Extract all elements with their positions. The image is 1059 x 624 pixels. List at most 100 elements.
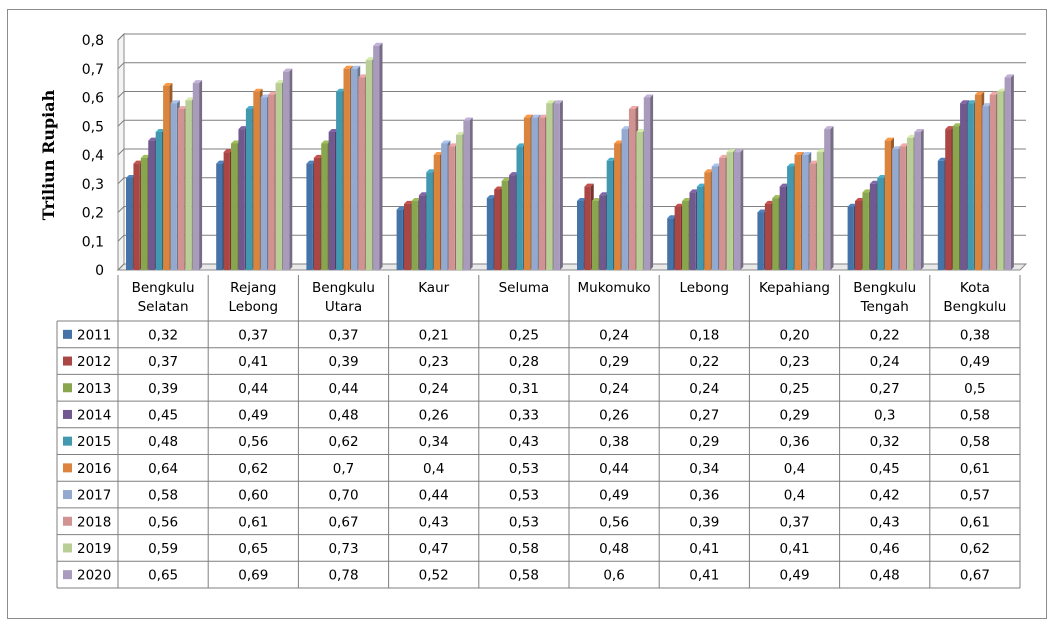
table-cell: 0,65 — [238, 541, 268, 557]
table-cell: 0,29 — [779, 407, 809, 423]
bar — [824, 126, 834, 270]
bar-face — [824, 129, 831, 270]
bar — [192, 80, 203, 270]
category-label: Kaur — [418, 280, 449, 296]
bar-top — [952, 123, 962, 127]
table-cell: 0,26 — [599, 407, 629, 423]
table-cell: 0,37 — [148, 354, 178, 370]
table-cell: 0,37 — [779, 514, 809, 530]
bar-top — [945, 126, 955, 130]
bar — [282, 68, 293, 270]
bar-top — [847, 203, 857, 207]
table-cell: 0,48 — [328, 407, 358, 423]
table-cell: 0,24 — [689, 381, 719, 397]
bar-face — [260, 97, 268, 270]
table-cell: 0,36 — [779, 434, 809, 450]
bar-top — [787, 163, 797, 167]
bar-top — [155, 129, 165, 132]
y-tick-label: 0,1 — [82, 234, 104, 250]
bar-top — [899, 143, 909, 147]
bar-top — [577, 198, 587, 201]
bar-face — [794, 155, 801, 270]
bar-top — [441, 140, 451, 144]
legend-swatch — [63, 516, 72, 526]
bar-face — [667, 218, 674, 270]
table-cell: 0,27 — [870, 381, 900, 397]
bar-face — [674, 206, 681, 270]
bar-face — [133, 163, 140, 270]
category-label: Selatan — [138, 299, 189, 315]
bar-top — [764, 200, 775, 204]
bar-face — [801, 155, 809, 270]
bar-face — [757, 212, 764, 270]
table-cell: 0,56 — [238, 434, 268, 450]
bar-face — [614, 143, 621, 270]
bar-top — [501, 177, 511, 181]
table-cell: 0,34 — [419, 434, 449, 450]
bar-top — [621, 126, 631, 130]
bar-top — [906, 134, 917, 138]
bar-top — [231, 140, 241, 144]
bar-top — [260, 94, 271, 98]
bar-top — [148, 137, 158, 141]
y-tick-label: 0,7 — [82, 62, 104, 78]
table-cell: 0,60 — [238, 488, 268, 504]
bar-side — [740, 149, 744, 270]
bar-top — [328, 129, 338, 132]
bar-top — [313, 154, 324, 158]
table-cell: 0,33 — [509, 407, 539, 423]
bar-top — [238, 126, 248, 130]
bar-top — [192, 80, 203, 84]
bar-face — [373, 45, 380, 270]
bar-face — [779, 186, 786, 270]
table-cell: 0,27 — [689, 407, 719, 423]
bar-top — [772, 195, 782, 199]
gridline — [117, 148, 1026, 156]
table-cell: 0,45 — [870, 461, 900, 477]
table-cell: 0,67 — [328, 514, 358, 530]
table-cell: 0,22 — [870, 327, 900, 343]
bar-face — [426, 172, 433, 270]
bar-top — [509, 172, 519, 176]
bar-top — [689, 189, 699, 193]
legend-label: 2011 — [77, 327, 111, 343]
table-cell: 0,45 — [148, 407, 178, 423]
table-cell: 0,4 — [784, 488, 805, 504]
bar-face — [877, 178, 884, 270]
table-cell: 0,43 — [419, 514, 449, 530]
bar-face — [358, 77, 365, 270]
bar-top — [599, 192, 609, 196]
bar-face — [847, 206, 854, 270]
bar-face — [441, 143, 448, 270]
table-cell: 0,44 — [419, 488, 449, 504]
legend-swatch — [63, 543, 72, 553]
category-label: Mukomuko — [578, 280, 651, 296]
table-cell: 0,70 — [328, 488, 358, 504]
bar-side — [289, 68, 293, 270]
bar-top — [494, 186, 504, 190]
table-cell: 0,64 — [148, 461, 178, 477]
legend-label: 2020 — [77, 568, 111, 584]
bar-face — [411, 201, 418, 270]
table-cell: 0,31 — [509, 381, 539, 397]
bar-face — [463, 120, 470, 270]
bar-face — [321, 143, 328, 270]
table-cell: 0,49 — [960, 354, 990, 370]
table-cell: 0,4 — [423, 461, 444, 477]
table-cell: 0,32 — [148, 327, 178, 343]
bar-top — [989, 91, 1000, 95]
bar-top — [704, 169, 714, 173]
bar-face — [914, 132, 921, 270]
bar-top — [396, 206, 406, 210]
bar-top — [448, 143, 458, 147]
table-cell: 0,4 — [784, 461, 805, 477]
category-label: Bengkulu — [853, 280, 916, 296]
bar-face — [313, 157, 321, 270]
table-cell: 0,44 — [238, 381, 268, 397]
bar-face — [967, 103, 974, 270]
bar-top — [733, 149, 744, 153]
table-cell: 0,25 — [779, 381, 809, 397]
legend-swatch — [63, 329, 72, 339]
bar-face — [336, 91, 343, 270]
